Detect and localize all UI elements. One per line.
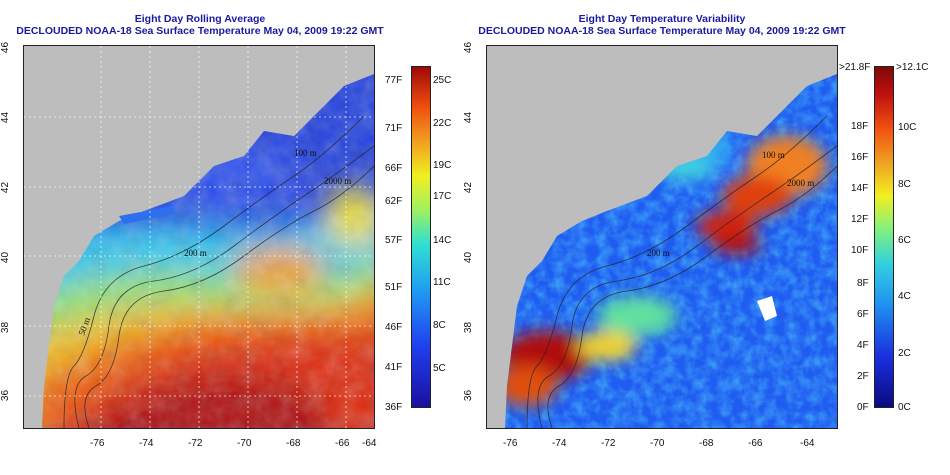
right-cbar-f-0: 0F	[857, 402, 869, 413]
right-lat-46: 46	[463, 41, 475, 54]
right-cbar-f-2: 2F	[857, 371, 869, 382]
left-lat-38: 38	[0, 321, 12, 334]
land-mass	[24, 46, 374, 428]
right-subtitle: DECLOUDED NOAA-18 Sea Surface Temperatur…	[478, 25, 846, 37]
left-cbar-c-22: 22C	[433, 118, 452, 129]
right-cbar-f-8: 8F	[857, 278, 869, 289]
left-subtitle: DECLOUDED NOAA-18 Sea Surface Temperatur…	[16, 25, 384, 37]
left-cbar-f-62: 62F	[385, 196, 403, 207]
right-cbar-f-14: 14F	[851, 183, 869, 194]
left-lat-44: 44	[0, 111, 12, 124]
left-cbar-f-77: 77F	[385, 75, 403, 86]
left-sst-map: 2000 m 200 m 50 m 100 m	[23, 45, 375, 429]
right-lon-64: -64	[800, 438, 815, 449]
left-lon-64: -64	[362, 438, 377, 449]
left-lon-76: -76	[90, 438, 105, 449]
left-cbar-f-41: 41F	[385, 362, 403, 373]
left-cbar-c-17: 17C	[433, 191, 452, 202]
contour-label-200m: 200 m	[647, 248, 670, 258]
left-lat-42: 42	[0, 181, 12, 194]
right-lon-72: -72	[601, 438, 616, 449]
left-lon-74: -74	[139, 438, 154, 449]
right-lon-70: -70	[650, 438, 665, 449]
right-cbar-f-12: 12F	[851, 214, 869, 225]
contour-label-100m: 100 m	[294, 148, 317, 158]
right-lat-42: 42	[463, 181, 475, 194]
contour-label-100m: 100 m	[762, 150, 785, 160]
right-variability-map: 100 m 2000 m 200 m	[486, 45, 838, 429]
right-cbar-c-0: 0C	[898, 402, 911, 413]
left-cbar-f-66: 66F	[385, 163, 403, 174]
right-cbar-c-2: 2C	[898, 348, 911, 359]
land-mass	[487, 46, 837, 428]
right-lon-68: -68	[699, 438, 714, 449]
left-cbar-f-36: 36F	[385, 402, 403, 413]
left-cbar-c-25: 25C	[433, 75, 452, 86]
right-cbar-c-8: 8C	[898, 179, 911, 190]
right-lat-40: 40	[463, 251, 475, 264]
left-lat-46: 46	[0, 41, 12, 54]
right-cbar-f-21.8: >21.8F	[839, 62, 871, 73]
right-variability-map-graphic: 100 m 2000 m 200 m	[487, 46, 837, 428]
right-lat-38: 38	[463, 321, 475, 334]
contour-label-2000m: 2000 m	[787, 178, 814, 188]
left-cbar-c-14: 14C	[433, 235, 452, 246]
left-cbar-c-11: 11C	[433, 277, 451, 288]
left-cbar-c-8: 8C	[433, 320, 446, 331]
left-cbar-f-46: 46F	[385, 322, 403, 333]
left-sst-map-graphic: 2000 m 200 m 50 m 100 m	[24, 46, 374, 428]
left-lon-70: -70	[237, 438, 252, 449]
right-cbar-c-4: 4C	[898, 291, 911, 302]
right-cbar-f-18: 18F	[851, 121, 869, 132]
right-lon-66: -66	[748, 438, 763, 449]
left-cbar-c-5: 5C	[433, 363, 446, 374]
left-lon-72: -72	[188, 438, 203, 449]
right-cbar-c-12.1: >12.1C	[896, 62, 929, 73]
right-cbar-f-16: 16F	[851, 152, 869, 163]
left-title: Eight Day Rolling Average	[134, 13, 266, 25]
left-lat-36: 36	[0, 389, 12, 402]
right-colorbar	[874, 66, 894, 408]
right-lat-36: 36	[463, 389, 475, 402]
right-cbar-c-10: 10C	[898, 122, 917, 133]
right-lon-74: -74	[552, 438, 567, 449]
left-lon-66: -66	[335, 438, 350, 449]
right-lon-76: -76	[503, 438, 518, 449]
right-title: Eight Day Temperature Variability	[578, 13, 746, 25]
right-cbar-f-4: 4F	[857, 340, 869, 351]
left-lon-68: -68	[286, 438, 301, 449]
contour-label-200m: 200 m	[184, 248, 207, 258]
right-cbar-c-6: 6C	[898, 235, 911, 246]
left-cbar-f-57: 57F	[385, 235, 403, 246]
left-cbar-f-51: 51F	[385, 282, 403, 293]
left-cbar-c-19: 19C	[433, 160, 452, 171]
left-lat-40: 40	[0, 251, 12, 264]
contour-label-2000m: 2000 m	[324, 176, 351, 186]
right-cbar-f-6: 6F	[857, 309, 869, 320]
left-cbar-f-71: 71F	[385, 123, 403, 134]
right-lat-44: 44	[463, 111, 475, 124]
right-cbar-f-10: 10F	[851, 245, 869, 256]
left-colorbar	[411, 66, 431, 408]
